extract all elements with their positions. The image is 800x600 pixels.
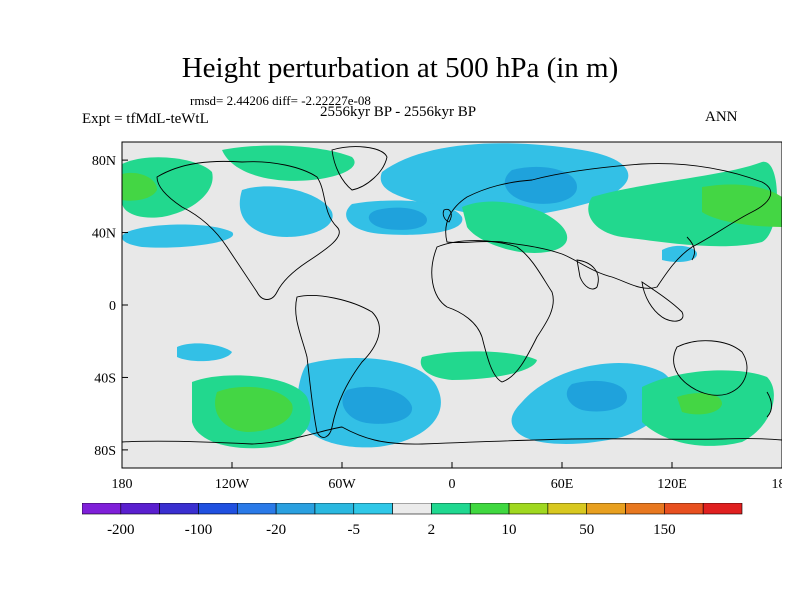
colorbar-swatch (547, 503, 588, 515)
field-positive-core-australia (677, 392, 722, 415)
lon-tick-label: 120E (657, 477, 687, 492)
colorbar-swatch (353, 503, 393, 515)
field-positive-greenland (222, 145, 355, 181)
field-positive-southafrica (420, 351, 537, 380)
colorbar-swatch (508, 503, 549, 515)
lon-tick-label: 180 (772, 477, 783, 492)
coast-africa (431, 240, 554, 383)
colorbar-swatch (82, 503, 122, 515)
lon-tick-label: 60E (551, 477, 574, 492)
coast-south-america (295, 295, 380, 438)
coast-eurasia (445, 163, 772, 289)
colorbar-swatch (431, 503, 471, 515)
coast-india (576, 259, 599, 290)
field-negative-core-southatlantic (342, 386, 413, 424)
colorbar-swatch (159, 503, 199, 515)
field-positive-northpacific (122, 157, 213, 218)
colorbar-label: 2 (428, 522, 436, 538)
colorbar-label: 150 (653, 522, 676, 538)
colorbar-swatch (120, 503, 160, 515)
field-negative-pacific-north (122, 224, 234, 248)
colorbar-swatch (236, 503, 277, 515)
lon-tick-label: 60W (328, 477, 356, 492)
colorbar-swatch (586, 503, 626, 515)
colorbar-swatch (625, 503, 665, 515)
coast-antarctica (122, 426, 782, 445)
field-positive-core-asia (702, 184, 782, 227)
period-label: 2556kyr BP - 2556kyr BP (320, 104, 477, 120)
field-positive-core-northpacific (122, 172, 157, 201)
field-negative-southpacific-small (177, 343, 232, 362)
field-positive-europe (462, 201, 568, 253)
coast-greenland (331, 146, 388, 191)
map-plot: 80N 40N 0 40S 80S 180 120W 60W 0 60E 120E 180 (92, 141, 783, 492)
field-negative-core-atlantic (368, 207, 427, 230)
colorbar-label: -5 (348, 522, 361, 538)
colorbar-swatches (82, 503, 743, 515)
field-positive-core-southpacific (215, 386, 293, 432)
lat-tick-label: 80S (94, 444, 116, 459)
coastlines (122, 146, 782, 445)
colorbar-swatch (198, 503, 238, 515)
lon-tick-label: 0 (449, 477, 456, 492)
coast-uk (442, 208, 452, 223)
lon-tick-label: 180 (112, 477, 133, 492)
lat-tick-label: 0 (109, 299, 116, 314)
colorbar-swatch (275, 503, 316, 515)
colorbar-label: -100 (185, 522, 213, 538)
field-negative-core-southindian (566, 380, 627, 412)
colorbar: -200 -100 -20 -5 2 10 50 150 (82, 503, 743, 538)
colorbar-label: 50 (579, 522, 594, 538)
coast-north-america (156, 160, 340, 300)
season-label: ANN (705, 109, 738, 125)
map-title: Height perturbation at 500 hPa (in m) (181, 52, 619, 84)
colorbar-swatch (702, 503, 743, 515)
colorbar-label: -20 (266, 522, 286, 538)
statistics-label: rmsd= 2.44206 diff= -2.22227e-08 (190, 93, 371, 108)
colorbar-label: -200 (107, 522, 134, 538)
lat-tick-label: 40S (94, 371, 116, 386)
lat-tick-label: 40N (92, 227, 116, 242)
colorbar-swatch (314, 503, 355, 515)
height-field (122, 143, 782, 449)
experiment-label: Expt = tfMdL-teWtL (82, 111, 209, 127)
coast-new-zealand (766, 391, 772, 418)
field-negative-northamerica (239, 186, 333, 237)
coast-australia (673, 340, 748, 396)
field-negative-core-eurasia (504, 166, 577, 204)
coast-southeast-asia (641, 281, 684, 322)
colorbar-labels: -200 -100 -20 -5 2 10 50 150 (107, 522, 676, 538)
lat-tick-label: 80N (92, 154, 116, 169)
colorbar-swatch (664, 503, 704, 515)
colorbar-swatch (392, 503, 432, 515)
lon-tick-label: 120W (215, 477, 250, 492)
latitude-axis: 80N 40N 0 40S 80S (92, 154, 128, 459)
coast-japan (686, 236, 695, 261)
colorbar-swatch (469, 503, 510, 515)
colorbar-label: 10 (502, 522, 517, 538)
longitude-axis: 180 120W 60W 0 60E 120E 180 (112, 462, 783, 492)
